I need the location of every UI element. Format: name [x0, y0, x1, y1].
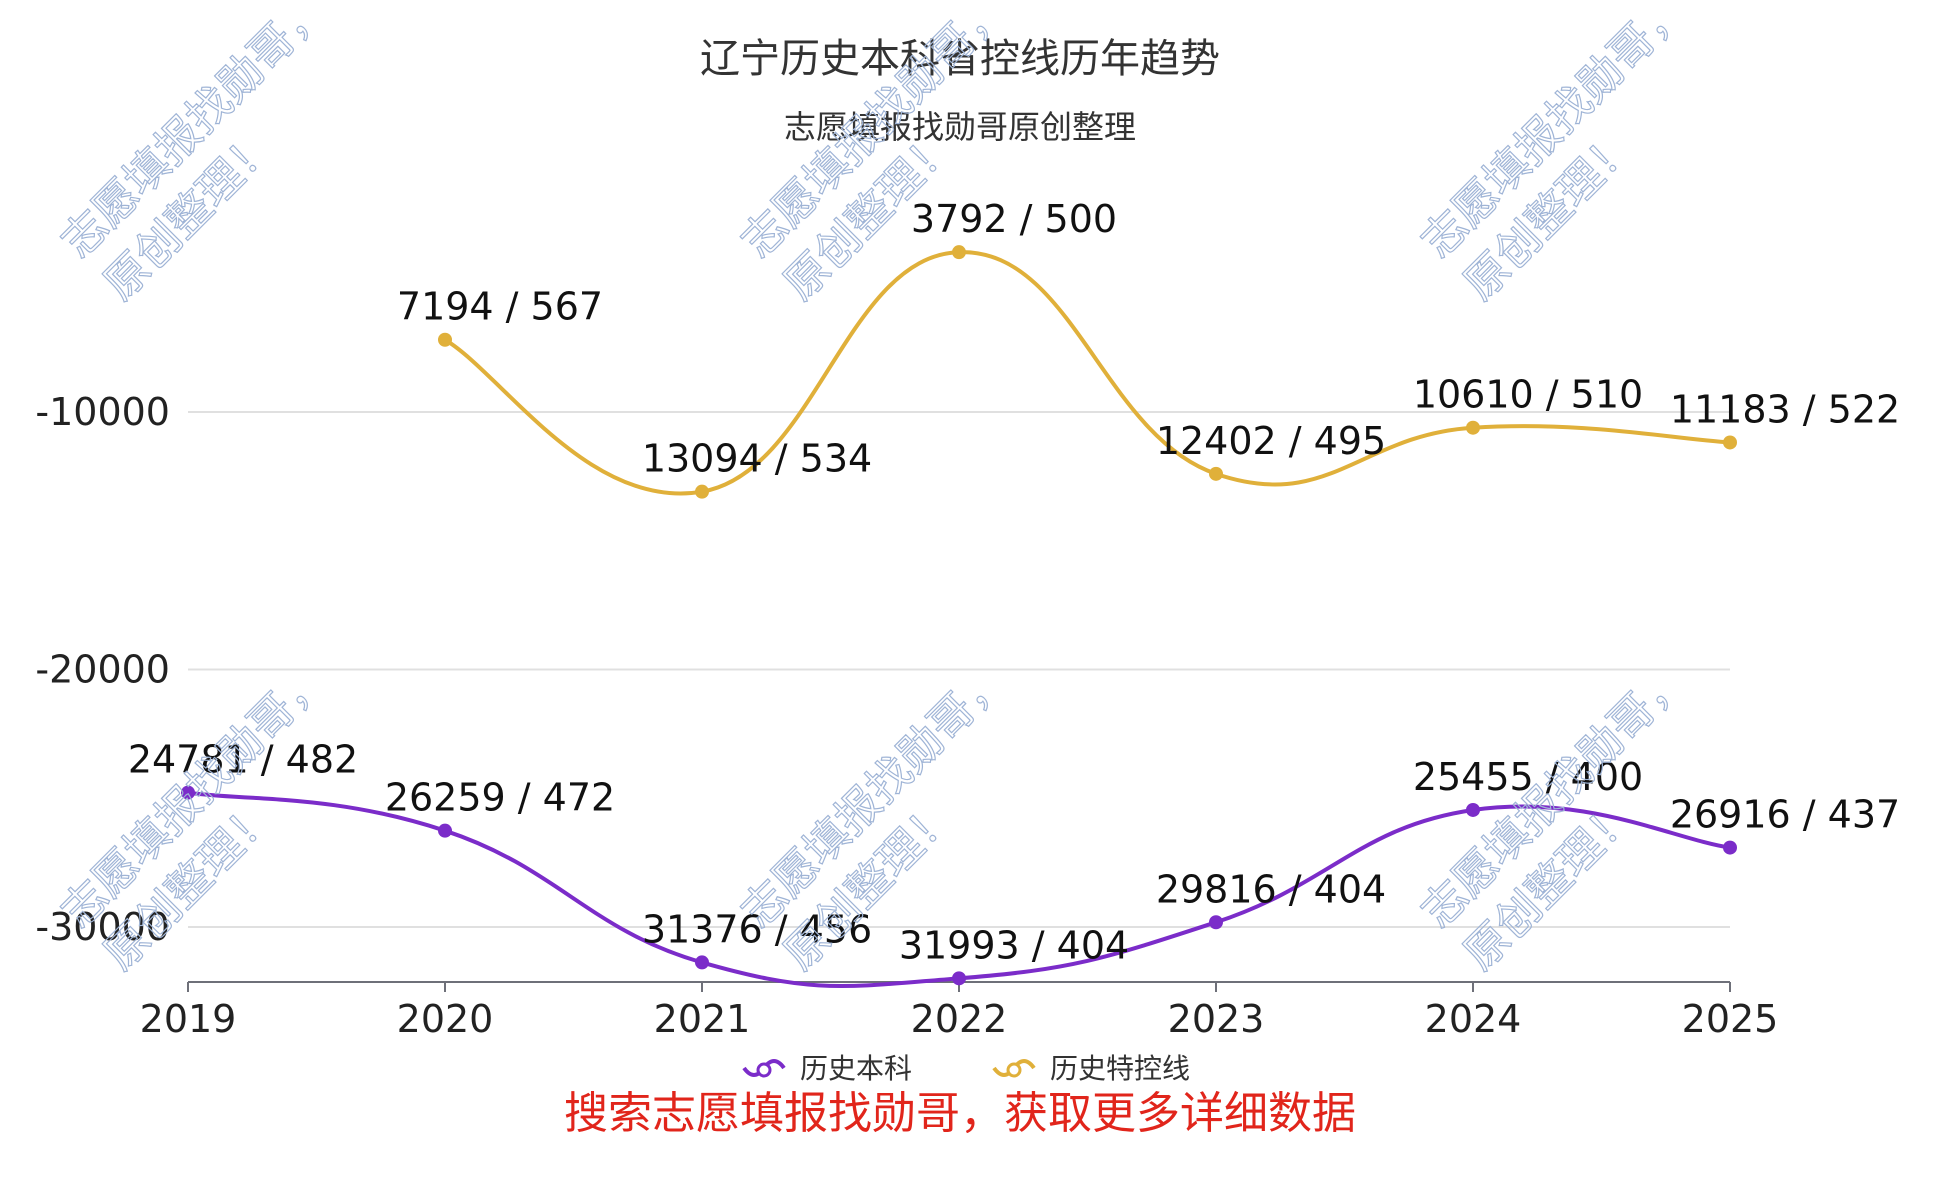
- y-tick-label: -10000: [35, 390, 170, 434]
- data-label: 24781 / 482: [128, 738, 358, 782]
- data-point[interactable]: [1209, 915, 1223, 930]
- data-label: 26916 / 437: [1670, 793, 1900, 837]
- data-label: 29816 / 404: [1156, 867, 1386, 911]
- data-point[interactable]: [438, 823, 452, 838]
- legend[interactable]: 历史本科 历史特控线: [742, 1052, 1190, 1085]
- legend-item[interactable]: 历史特控线: [992, 1052, 1190, 1085]
- data-point[interactable]: [952, 245, 966, 260]
- data-label: 26259 / 472: [385, 776, 615, 820]
- data-label: 13094 / 534: [642, 437, 872, 481]
- data-label: 11183 / 522: [1670, 387, 1900, 431]
- data-label: 12402 / 495: [1156, 419, 1386, 463]
- data-label: 7194 / 567: [397, 285, 603, 329]
- legend-item[interactable]: 历史本科: [742, 1052, 912, 1085]
- data-label: 10610 / 510: [1413, 373, 1643, 417]
- data-point[interactable]: [1466, 802, 1480, 817]
- data-point[interactable]: [1723, 840, 1737, 855]
- axes: -10000 -20000 -30000 2019 2020 2021 2022 2023 20…: [35, 390, 1778, 1041]
- chart-subtitle: 志愿填报找勋哥原创整理: [784, 108, 1136, 146]
- data-point[interactable]: [181, 785, 195, 800]
- x-tick-label: 2019: [140, 997, 237, 1041]
- data-point[interactable]: [1723, 435, 1737, 450]
- grid-lines: [188, 411, 1730, 928]
- y-tick-label: -20000: [35, 648, 170, 692]
- x-tick-label: 2022: [911, 997, 1008, 1041]
- data-point[interactable]: [695, 484, 709, 499]
- footer-note: 搜索志愿填报找勋哥，获取更多详细数据: [564, 1088, 1356, 1139]
- data-point[interactable]: [1466, 420, 1480, 435]
- data-label: 3792 / 500: [911, 197, 1117, 241]
- legend-marker: [756, 1062, 772, 1078]
- data-point[interactable]: [952, 971, 966, 986]
- data-point[interactable]: [1209, 466, 1223, 481]
- data-label: 31993 / 404: [899, 923, 1129, 967]
- x-tick-label: 2024: [1425, 997, 1522, 1041]
- x-tick-label: 2025: [1682, 997, 1779, 1041]
- legend-label: 历史特控线: [1050, 1052, 1190, 1085]
- legend-marker: [1006, 1062, 1022, 1078]
- chart-title: 辽宁历史本科省控线历年趋势: [700, 36, 1220, 82]
- y-tick-label: -30000: [35, 905, 170, 949]
- x-tick-label: 2021: [654, 997, 751, 1041]
- data-label: 31376 / 456: [642, 907, 872, 951]
- data-point[interactable]: [438, 332, 452, 347]
- data-point[interactable]: [695, 955, 709, 970]
- data-label: 25455 / 400: [1413, 755, 1643, 799]
- legend-label: 历史本科: [800, 1052, 912, 1085]
- series-lines: [181, 245, 1737, 988]
- data-labels: 24781 / 482 26259 / 472 31376 / 456 31993 /…: [128, 197, 1900, 967]
- x-tick-label: 2023: [1168, 997, 1265, 1041]
- x-tick-label: 2020: [397, 997, 494, 1041]
